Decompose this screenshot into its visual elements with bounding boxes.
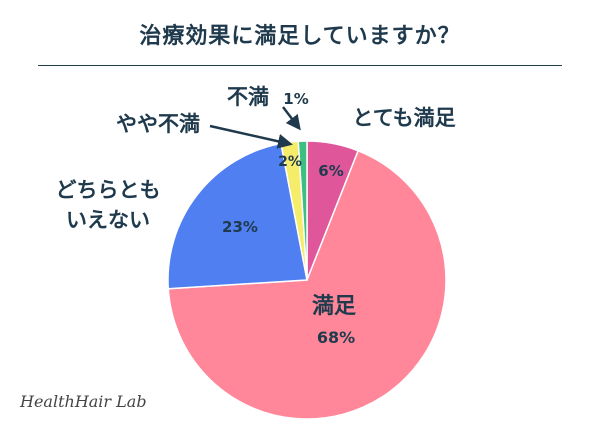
slice-category-label: とても満足 bbox=[352, 106, 455, 130]
chart-title: 治療効果に満足していますか？ bbox=[139, 24, 461, 49]
pie-labels: 6% とても満足 68% 満足 23% どちらともいえない 2% やや不満 1% 不満 bbox=[56, 85, 456, 347]
leader-arrow-yaya-fuman bbox=[209, 124, 293, 149]
pie-slices bbox=[167, 140, 447, 420]
slice-category-label: 不満 bbox=[227, 85, 269, 109]
title-divider bbox=[38, 65, 562, 66]
slice-percent-label: 68% bbox=[317, 328, 355, 347]
slice-category-label: 満足 bbox=[312, 293, 356, 319]
slice-category-label: やや不満 bbox=[116, 112, 200, 136]
brand-logo-text: HealthHair Lab bbox=[20, 392, 147, 411]
slice-percent-label: 1% bbox=[283, 90, 308, 108]
slice-category-label: どちらともいえない bbox=[56, 178, 161, 232]
pie-slice bbox=[167, 142, 308, 290]
slice-percent-label: 6% bbox=[318, 162, 343, 180]
pie-slice bbox=[167, 149, 447, 420]
pie-slice bbox=[297, 140, 308, 281]
slice-percent-label: 2% bbox=[278, 154, 302, 170]
leader-arrow-fuman bbox=[282, 106, 301, 131]
slice-percent-label: 23% bbox=[222, 218, 258, 236]
